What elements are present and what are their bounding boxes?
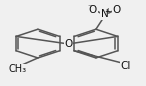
Text: CH₃: CH₃ (9, 64, 27, 74)
Text: ⁻: ⁻ (87, 2, 91, 11)
Text: O: O (113, 5, 121, 15)
Text: Cl: Cl (121, 61, 131, 71)
Text: N: N (101, 9, 108, 19)
Text: +: + (105, 7, 111, 16)
Text: O: O (64, 39, 73, 49)
Text: O: O (89, 5, 97, 15)
